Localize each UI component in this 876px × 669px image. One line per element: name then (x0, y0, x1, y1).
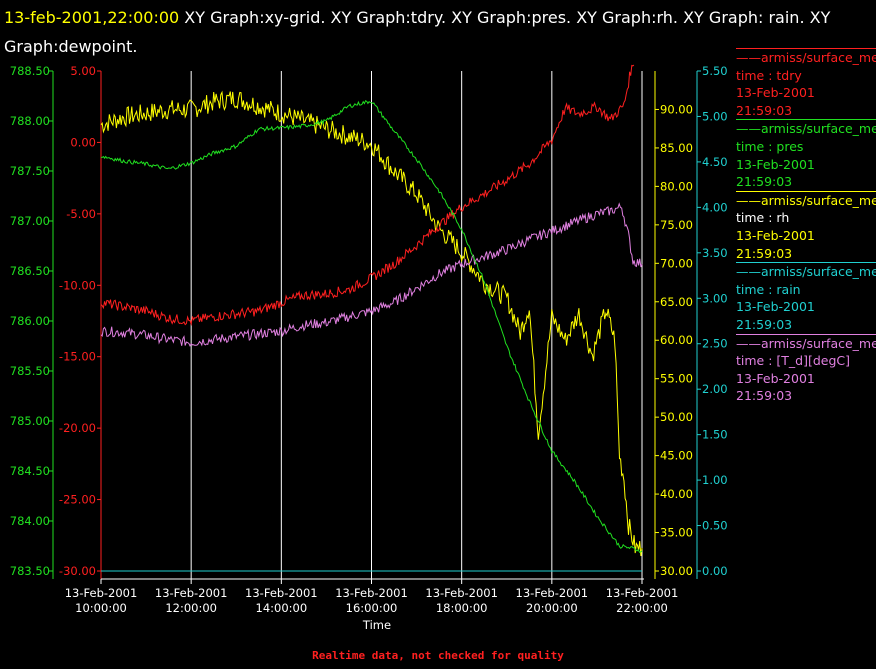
pres-tick-label: 783.50 (10, 564, 50, 578)
rain-tick-label: 5.50 (702, 64, 728, 78)
tdry-tick-label: -30.00 (59, 564, 96, 578)
rh-tick-label: 65.00 (660, 295, 693, 309)
legend-date: 13-Feb-2001 (736, 227, 815, 243)
rain-tick-label: 2.00 (702, 382, 728, 396)
legend-source: ——armiss/surface_me (736, 192, 876, 208)
graph-title: 13-feb-2001,22:00:00 XY Graph:xy-grid. X… (4, 3, 872, 61)
legend-time: 21:59:03 (736, 388, 793, 404)
rh-tick-label: 50.00 (660, 410, 693, 424)
tdry-tick-label: -20.00 (59, 421, 96, 435)
legend-source: ——armiss/surface_me (736, 121, 876, 137)
rh-tick-label: 70.00 (660, 256, 693, 270)
x-tick-label-time: 18:00:00 (436, 601, 488, 615)
rh-tick-label: 35.00 (660, 526, 693, 540)
series-tdry-line (100, 64, 635, 326)
legend-entry-pres: ——armiss/surface_me time : pres 13-Feb-200… (736, 119, 876, 190)
rain-tick-label: 2.50 (702, 337, 728, 351)
rain-tick-label: 3.50 (702, 246, 728, 260)
tdry-tick-label: -15.00 (59, 350, 96, 364)
tdry-tick-label: 0.00 (70, 135, 96, 149)
x-tick-label-date: 13-Feb-2001 (155, 586, 228, 600)
legend-date: 13-Feb-2001 (736, 85, 815, 101)
series-dewpoint-line (100, 202, 643, 347)
series-rh-line (100, 90, 643, 557)
legend-time: 21:59:03 (736, 174, 793, 190)
legend-source: ——armiss/surface_me (736, 50, 876, 65)
pres-tick-label: 786.50 (10, 264, 50, 278)
legend-time: 21:59:03 (736, 245, 793, 261)
rh-tick-label: 60.00 (660, 333, 693, 347)
rh-tick-label: 90.00 (660, 102, 693, 116)
pres-tick-label: 787.50 (10, 164, 50, 178)
pres-tick-label: 785.00 (10, 414, 50, 428)
legend-variable: time : pres (736, 138, 804, 154)
pres-tick-label: 788.50 (10, 64, 50, 78)
tdry-tick-label: -10.00 (59, 278, 96, 292)
legend-time: 21:59:03 (736, 102, 793, 118)
x-tick-label-date: 13-Feb-2001 (425, 586, 498, 600)
x-tick-label-time: 16:00:00 (346, 601, 398, 615)
legend-date: 13-Feb-2001 (736, 156, 815, 172)
x-tick-label-time: 22:00:00 (616, 601, 668, 615)
legend-variable: time : [T_d][degC] (736, 353, 851, 369)
legend-date: 13-Feb-2001 (736, 370, 815, 386)
tdry-tick-label: -5.00 (66, 207, 96, 221)
rain-tick-label: 3.00 (702, 291, 728, 305)
pres-tick-label: 786.00 (10, 314, 50, 328)
rh-tick-label: 45.00 (660, 449, 693, 463)
x-tick-label-date: 13-Feb-2001 (516, 586, 589, 600)
rain-tick-label: 4.00 (702, 200, 728, 214)
rain-tick-label: 1.50 (702, 428, 728, 442)
rh-tick-label: 80.00 (660, 179, 693, 193)
pres-tick-label: 787.00 (10, 214, 50, 228)
rain-tick-label: 0.50 (702, 519, 728, 533)
pres-tick-label: 788.00 (10, 114, 50, 128)
title-text: XY Graph:xy-grid. XY Graph:tdry. XY Grap… (4, 8, 831, 56)
x-tick-label-time: 12:00:00 (165, 601, 217, 615)
rh-tick-label: 55.00 (660, 372, 693, 386)
x-tick-label-time: 14:00:00 (256, 601, 308, 615)
tdry-tick-label: 5.00 (70, 64, 96, 78)
rain-tick-label: 1.00 (702, 473, 728, 487)
x-tick-label-date: 13-Feb-2001 (606, 586, 679, 600)
quality-warning: Realtime data, not checked for quality (312, 649, 564, 662)
title-timestamp: 13-feb-2001,22:00:00 (4, 8, 180, 27)
pres-tick-label: 784.50 (10, 464, 50, 478)
legend-variable: time : tdry (736, 67, 802, 83)
x-tick-label-time: 10:00:00 (75, 601, 127, 615)
x-axis-label: Time (362, 618, 391, 632)
legend-entry-rain: ——armiss/surface_me time : rain 13-Feb-200… (736, 262, 876, 333)
rh-tick-label: 30.00 (660, 564, 693, 578)
pres-tick-label: 785.50 (10, 364, 50, 378)
pres-tick-label: 784.00 (10, 514, 50, 528)
x-tick-label-date: 13-Feb-2001 (65, 586, 138, 600)
legend-source: ——armiss/surface_me (736, 264, 876, 280)
legend-variable: time : rain (736, 281, 801, 297)
series-pres-line (101, 99, 643, 553)
legend-date: 13-Feb-2001 (736, 299, 815, 315)
rh-tick-label: 75.00 (660, 218, 693, 232)
rain-tick-label: 0.00 (702, 564, 728, 578)
tdry-tick-label: -25.00 (59, 493, 96, 507)
x-tick-label-time: 20:00:00 (526, 601, 578, 615)
rh-tick-label: 85.00 (660, 141, 693, 155)
legend: ——armiss/surface_me time : tdry 13-Feb-200… (736, 48, 876, 405)
rh-tick-label: 40.00 (660, 487, 693, 501)
rain-tick-label: 5.00 (702, 109, 728, 123)
legend-source: ——armiss/surface_me (736, 335, 876, 351)
legend-time: 21:59:03 (736, 316, 793, 332)
rain-tick-label: 4.50 (702, 155, 728, 169)
legend-variable: time : rh (736, 210, 790, 226)
x-tick-label-date: 13-Feb-2001 (245, 586, 318, 600)
x-tick-label-date: 13-Feb-2001 (335, 586, 408, 600)
